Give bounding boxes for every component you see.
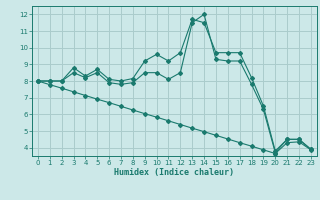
X-axis label: Humidex (Indice chaleur): Humidex (Indice chaleur): [115, 168, 234, 177]
